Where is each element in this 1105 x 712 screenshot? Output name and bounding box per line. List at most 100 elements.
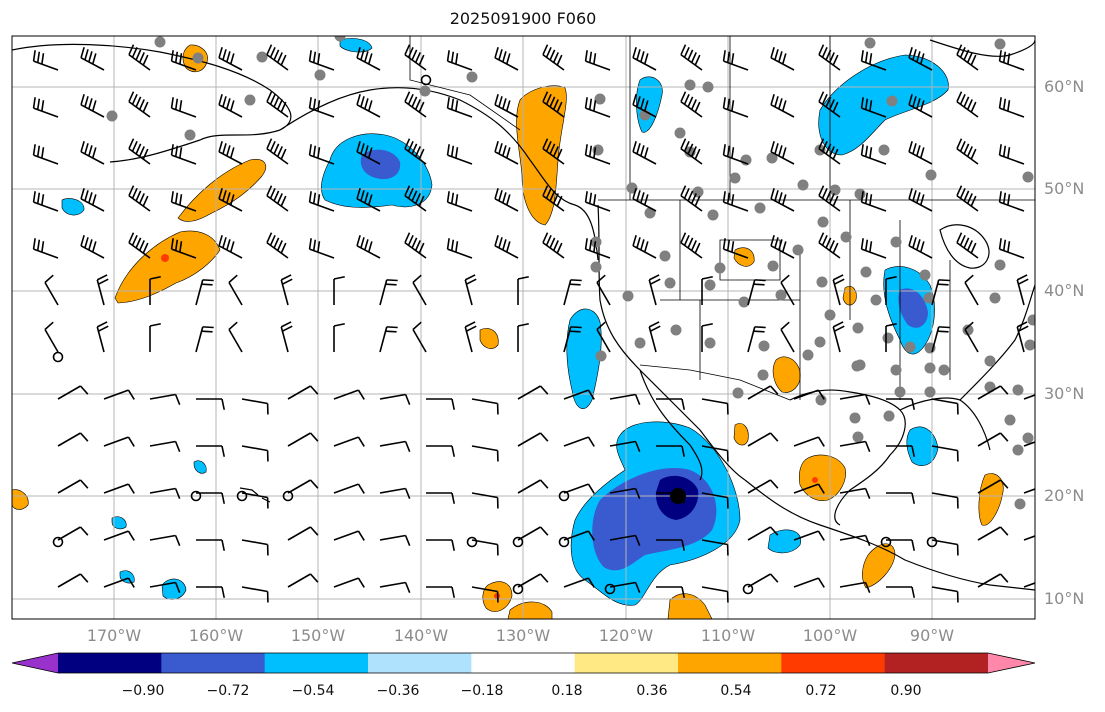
- wind-barb-feather: [817, 436, 825, 447]
- wind-barb-shaft: [931, 586, 958, 593]
- wind-barb-feather: [127, 483, 135, 494]
- wind-barb-feather: [201, 283, 213, 286]
- wind-barb-feather: [88, 192, 93, 204]
- wind-barb-feather: [912, 190, 917, 202]
- wind-barb-feather: [956, 44, 963, 56]
- wind-barb-feather: [309, 573, 319, 583]
- wind-barb-feather: [694, 54, 701, 66]
- wind-barb-feather: [131, 46, 138, 58]
- station-dot: [729, 172, 741, 184]
- wind-barb-feather: [916, 192, 921, 204]
- wind-barb-shaft: [1023, 582, 1035, 588]
- wind-barb-feather: [690, 193, 697, 204]
- wind-barb-shaft: [517, 573, 541, 588]
- wind-barb-feather: [269, 140, 276, 152]
- wind-barb-feather: [1016, 274, 1028, 281]
- station-dot: [106, 110, 118, 122]
- wind-barb-feather: [446, 97, 450, 109]
- wind-barb-feather: [588, 192, 593, 204]
- station-dot: [852, 322, 864, 334]
- wind-barb-feather: [778, 145, 783, 157]
- station-dot: [938, 364, 950, 376]
- wind-barb-feather: [1048, 531, 1054, 540]
- wind-barb-feather: [636, 237, 641, 249]
- wind-barb-feather: [280, 101, 287, 113]
- wind-barb-feather: [956, 232, 963, 244]
- wind-barb-feather: [781, 53, 787, 65]
- wind-barb-feather: [753, 330, 765, 333]
- wind-barb-feather: [970, 148, 977, 160]
- wind-barb-feather: [643, 194, 649, 206]
- wind-barb-feather: [681, 398, 686, 410]
- wind-barb-feather: [937, 330, 949, 333]
- wind-barb-feather: [502, 192, 507, 204]
- wind-barb-feather: [552, 240, 559, 251]
- wind-barb-feather: [999, 526, 1009, 536]
- wind-barb-feather: [356, 47, 361, 59]
- wind-barb-feather: [545, 46, 552, 58]
- wind-barb-feather: [825, 96, 832, 108]
- wind-barb-feather: [218, 235, 223, 247]
- wind-barb-feather: [722, 50, 726, 62]
- wind-barb-feather: [821, 93, 828, 105]
- wind-barb-shaft: [563, 389, 589, 400]
- wind-barb-feather: [142, 195, 149, 207]
- wind-barb-feather: [593, 147, 597, 159]
- wind-barb-feather: [80, 47, 85, 59]
- station-dot: [890, 236, 902, 248]
- station-dot: [1004, 414, 1016, 426]
- wind-barb-feather: [80, 235, 85, 247]
- wind-barb-shaft: [517, 385, 541, 400]
- wind-barb-feather: [1002, 98, 1007, 110]
- wind-barb-feather: [1016, 321, 1028, 328]
- station-dot: [738, 296, 750, 308]
- wind-barb-feather: [450, 51, 455, 63]
- wind-barb-feather: [88, 145, 93, 157]
- wind-barb-feather: [687, 190, 694, 202]
- wind-barb-feather: [451, 492, 456, 504]
- wind-barb-feather: [632, 47, 637, 59]
- wind-barb-feather: [201, 330, 213, 333]
- wind-barb-feather: [418, 195, 425, 207]
- wind-barb-feather: [769, 432, 779, 442]
- station-dot: [797, 179, 809, 191]
- wind-barb-feather: [502, 239, 507, 251]
- wind-barb-feather: [970, 54, 977, 66]
- wind-barb-feather: [179, 53, 183, 65]
- station-dot: [894, 386, 906, 398]
- wind-barb-feather: [91, 100, 97, 112]
- wind-barb-shaft: [793, 389, 819, 400]
- wind-barb-feather: [498, 190, 503, 202]
- wind-barb-shaft: [333, 483, 359, 494]
- wind-barb-feather: [312, 239, 317, 251]
- wind-barb-feather: [84, 237, 89, 249]
- positive-anomaly-patch: [667, 593, 713, 619]
- wind-barb-feather: [640, 239, 645, 251]
- wind-barb-feather: [542, 44, 549, 56]
- wind-barb-feather: [648, 274, 660, 281]
- wind-barb-shaft: [228, 329, 243, 353]
- wind-barb-shaft: [333, 389, 359, 400]
- colorbar-segment: [264, 653, 369, 673]
- wind-barb-feather: [414, 52, 421, 63]
- station-dot: [664, 277, 676, 289]
- wind-barb-feather: [1002, 239, 1007, 251]
- station-dot: [314, 69, 326, 81]
- wind-barb-feather: [753, 283, 765, 286]
- station-dot: [692, 186, 704, 198]
- wind-barb-feather: [312, 51, 317, 63]
- wind-barb-feather: [634, 488, 641, 499]
- wind-barb-feather: [1018, 278, 1029, 285]
- wind-barb-feather: [317, 53, 321, 65]
- wind-barb-shaft: [103, 530, 129, 541]
- wind-barb-feather: [127, 436, 135, 447]
- lat-label-40: 40°N: [1044, 281, 1085, 300]
- wind-barb-feather: [317, 147, 321, 159]
- station-dot: [890, 364, 902, 376]
- wind-barb-feather: [226, 145, 231, 157]
- wind-barb-feather: [170, 50, 174, 62]
- wind-barb-feather: [694, 148, 701, 160]
- wind-barb-feather: [228, 274, 238, 284]
- calm-wind-circle: [512, 536, 524, 548]
- wind-barb-feather: [229, 241, 235, 253]
